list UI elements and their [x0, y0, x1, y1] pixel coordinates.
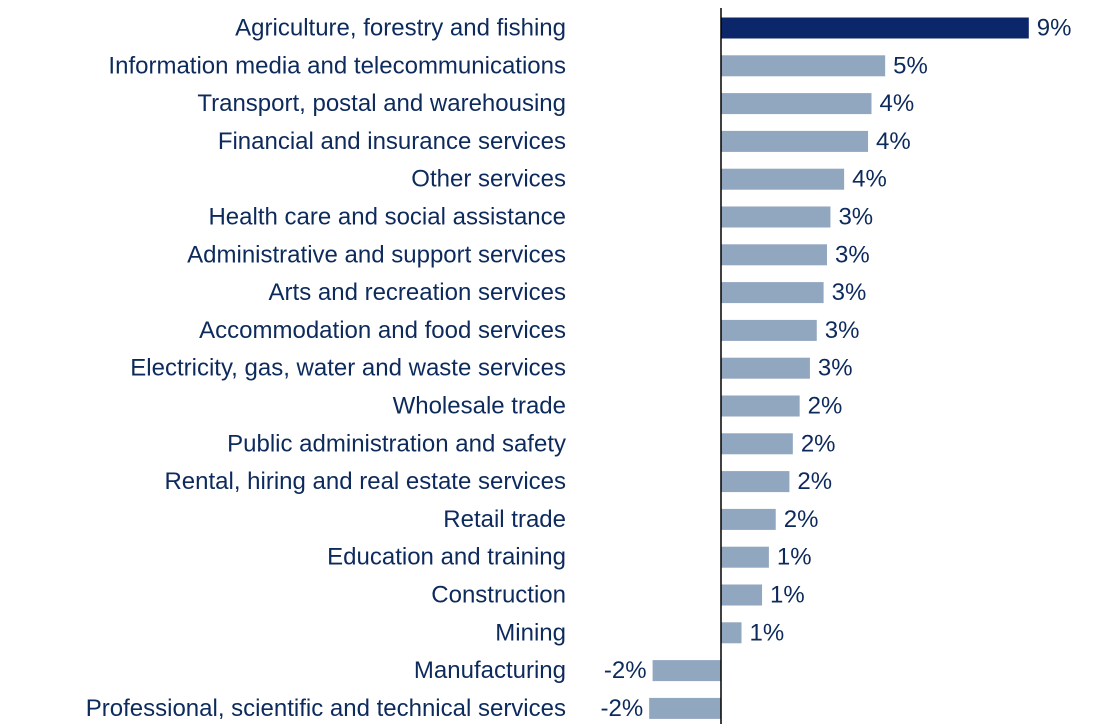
value-label: 1%: [777, 544, 812, 571]
bar: [721, 508, 776, 530]
category-label: Electricity, gas, water and waste servic…: [130, 355, 566, 382]
value-label: 3%: [825, 317, 860, 344]
value-label: 2%: [797, 468, 832, 495]
category-label: Transport, postal and warehousing: [197, 90, 566, 117]
value-label: 1%: [750, 619, 785, 646]
value-label: -2%: [600, 695, 643, 722]
category-label: Public administration and safety: [227, 430, 566, 457]
bar: [721, 433, 793, 455]
category-label: Rental, hiring and real estate services: [164, 468, 566, 495]
category-label: Administrative and support services: [187, 241, 566, 268]
value-label: 2%: [801, 430, 836, 457]
bar: [649, 697, 721, 719]
value-label: 5%: [893, 52, 928, 79]
category-label: Manufacturing: [414, 657, 566, 684]
value-label: 1%: [770, 582, 805, 609]
category-label: Information media and telecommunications: [108, 52, 566, 79]
value-label: 2%: [808, 393, 843, 420]
value-label: 3%: [835, 241, 870, 268]
category-label: Financial and insurance services: [218, 128, 566, 155]
value-label: 9%: [1037, 15, 1072, 42]
value-label: 3%: [818, 355, 853, 382]
category-label: Arts and recreation services: [269, 279, 566, 306]
bar: [721, 395, 800, 417]
bar: [721, 622, 742, 644]
value-label: 4%: [852, 166, 887, 193]
bar: [721, 130, 869, 152]
category-label: Education and training: [327, 544, 566, 571]
category-label: Mining: [495, 619, 566, 646]
value-label: 4%: [879, 90, 914, 117]
value-label: 2%: [784, 506, 819, 533]
category-label: Wholesale trade: [393, 393, 566, 420]
bar: [721, 471, 790, 493]
bar: [652, 660, 721, 682]
bar: [721, 17, 1029, 39]
category-label: Retail trade: [443, 506, 566, 533]
bar: [721, 206, 831, 228]
category-label: Construction: [431, 582, 566, 609]
bar: [721, 282, 824, 304]
bar: [721, 546, 769, 568]
value-label: 3%: [832, 279, 867, 306]
bar: [721, 357, 810, 379]
category-label: Accommodation and food services: [199, 317, 566, 344]
category-label: Agriculture, forestry and fishing: [235, 15, 566, 42]
bar: [721, 168, 845, 190]
category-label: Other services: [411, 166, 566, 193]
bars-group: Agriculture, forestry and fishing 9% Infor…: [86, 15, 1072, 722]
category-label: Professional, scientific and technical s…: [86, 695, 566, 722]
category-label: Health care and social assistance: [208, 204, 566, 231]
bar: [721, 55, 886, 77]
bar: [721, 584, 763, 606]
bar: [721, 93, 872, 115]
value-label: -2%: [604, 657, 647, 684]
value-label: 3%: [838, 204, 873, 231]
bar: [721, 244, 828, 266]
value-label: 4%: [876, 128, 911, 155]
bar: [721, 319, 817, 341]
